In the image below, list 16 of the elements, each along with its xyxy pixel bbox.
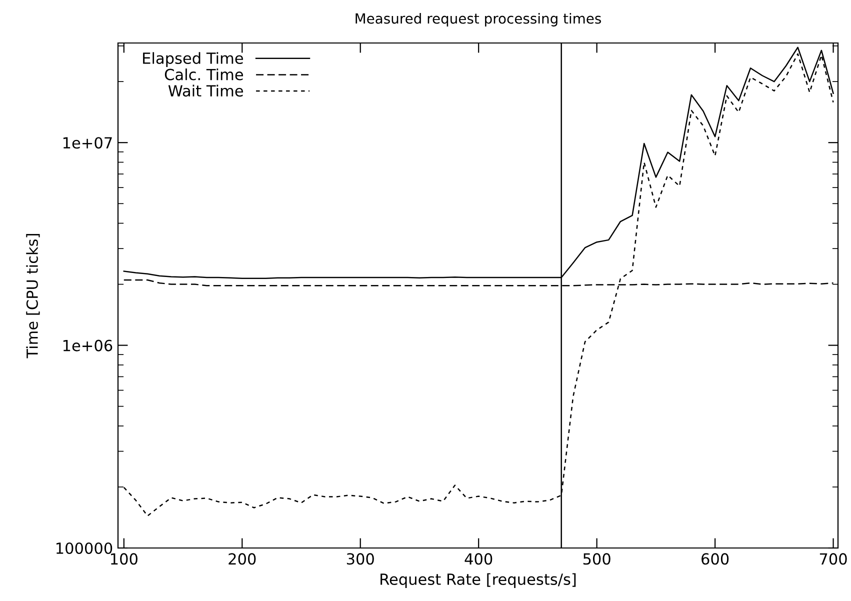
y-tick-label: 1e+07: [63, 137, 112, 149]
legend-label: Wait Time: [168, 84, 244, 97]
x-tick-label: 200: [228, 553, 256, 565]
x-tick-label: 100: [111, 553, 138, 565]
legend-label: Calc. Time: [164, 68, 244, 80]
x-tick-label: 400: [464, 553, 492, 565]
chart-title: Measured request processing times: [356, 13, 601, 26]
x-tick-label: 300: [346, 553, 374, 565]
x-tick-label: 500: [583, 553, 610, 565]
y-axis-title: Time [CPU ticks]: [26, 234, 40, 358]
legend-label: Elapsed Time: [143, 52, 244, 67]
y-tick-label: 100000: [56, 542, 112, 554]
y-tick-label: 1e+06: [63, 340, 112, 352]
x-axis-title: Request Rate [requests/s]: [380, 573, 576, 588]
x-tick-label: 600: [702, 553, 729, 565]
x-tick-label: 700: [820, 553, 847, 565]
